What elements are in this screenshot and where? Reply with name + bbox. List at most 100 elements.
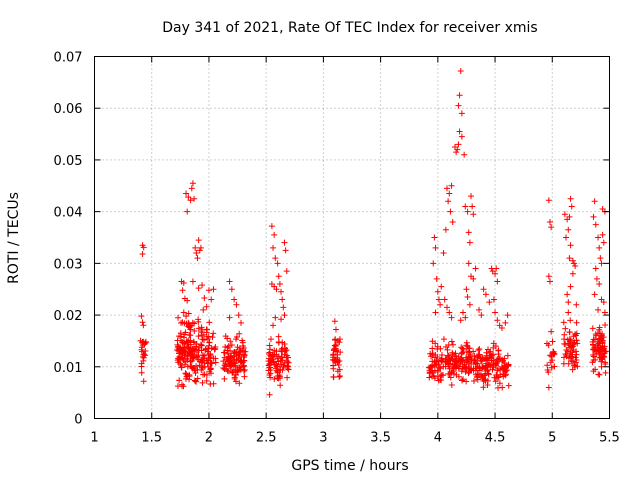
data-point — [192, 244, 199, 251]
data-point — [190, 339, 197, 346]
data-point — [565, 360, 572, 367]
data-point — [180, 334, 187, 341]
data-point — [187, 337, 194, 344]
x-tick-label: 5.5 — [599, 431, 620, 446]
data-point — [590, 357, 597, 364]
x-tick-labels: 1 1.5 2 2.5 3 3.5 4 4.5 5 5.5 — [90, 431, 619, 446]
data-point — [448, 382, 455, 389]
data-point — [140, 357, 147, 364]
data-point — [592, 221, 599, 228]
data-point — [465, 345, 472, 352]
data-point — [485, 346, 492, 353]
data-point — [184, 208, 191, 215]
data-point — [502, 319, 509, 326]
data-point — [468, 367, 475, 374]
data-point — [600, 354, 607, 361]
data-point — [494, 278, 501, 285]
data-point — [276, 375, 283, 382]
data-point — [225, 343, 232, 350]
data-point — [334, 358, 341, 365]
data-point — [271, 231, 278, 238]
data-point — [199, 379, 206, 386]
data-point — [138, 369, 145, 376]
data-point — [211, 346, 218, 353]
data-point — [206, 355, 213, 362]
data-point — [275, 273, 282, 280]
data-point — [201, 295, 208, 302]
data-point — [195, 325, 202, 332]
data-point — [545, 342, 552, 349]
data-point — [454, 146, 461, 153]
data-point — [181, 340, 188, 347]
data-point — [435, 377, 442, 384]
data-point — [465, 260, 472, 267]
data-point — [548, 364, 555, 371]
data-point — [182, 329, 189, 336]
data-point — [201, 371, 208, 378]
data-point — [561, 211, 568, 218]
data-point — [439, 351, 446, 358]
data-point — [182, 375, 189, 382]
data-point — [282, 348, 289, 355]
data-point — [453, 357, 460, 364]
data-point — [591, 198, 598, 205]
data-point — [278, 354, 285, 361]
data-point — [453, 149, 460, 156]
data-point — [208, 360, 215, 367]
data-point — [457, 317, 464, 324]
data-point — [447, 208, 454, 215]
data-point — [436, 364, 443, 371]
data-point — [223, 356, 230, 363]
data-point — [602, 369, 609, 376]
data-point — [228, 352, 235, 359]
data-point — [440, 336, 447, 343]
data-point — [227, 354, 234, 361]
data-point — [463, 286, 470, 293]
data-point — [207, 380, 214, 387]
x-tick-label: 2.5 — [256, 431, 277, 446]
data-point — [266, 357, 273, 364]
data-point — [285, 359, 292, 366]
data-point — [567, 283, 574, 290]
data-point — [205, 333, 212, 340]
data-point — [494, 317, 501, 324]
data-point — [472, 360, 479, 367]
data-point — [449, 218, 456, 225]
data-point — [175, 359, 182, 366]
data-point — [480, 384, 487, 391]
x-axis-label: GPS time / hours — [291, 458, 408, 474]
data-point — [434, 346, 441, 353]
data-point — [180, 383, 187, 390]
data-point — [240, 342, 247, 349]
data-point — [275, 339, 282, 346]
y-tick-labels: 0 0.01 0.02 0.03 0.04 0.05 0.06 0.07 — [54, 51, 83, 428]
data-point — [331, 337, 338, 344]
data-point — [567, 317, 574, 324]
data-point — [220, 364, 227, 371]
data-point — [546, 218, 553, 225]
data-point — [279, 296, 286, 303]
data-point — [188, 357, 195, 364]
y-tick-label: 0 — [74, 413, 82, 428]
data-point — [285, 366, 292, 373]
data-point — [595, 234, 602, 241]
data-point — [455, 365, 462, 372]
data-point — [599, 231, 606, 238]
data-point — [184, 373, 191, 380]
data-point — [138, 313, 145, 320]
data-point — [271, 361, 278, 368]
data-point — [489, 352, 496, 359]
data-point — [546, 278, 553, 285]
data-point — [208, 296, 215, 303]
data-point — [442, 226, 449, 233]
data-point — [592, 265, 599, 272]
data-point — [455, 141, 462, 148]
data-point — [482, 291, 489, 298]
data-point — [562, 325, 569, 332]
data-point — [568, 357, 575, 364]
data-point — [190, 354, 197, 361]
data-point — [429, 362, 436, 369]
data-point — [565, 340, 572, 347]
y-tick-label: 0.01 — [54, 361, 83, 376]
data-point — [593, 275, 600, 282]
